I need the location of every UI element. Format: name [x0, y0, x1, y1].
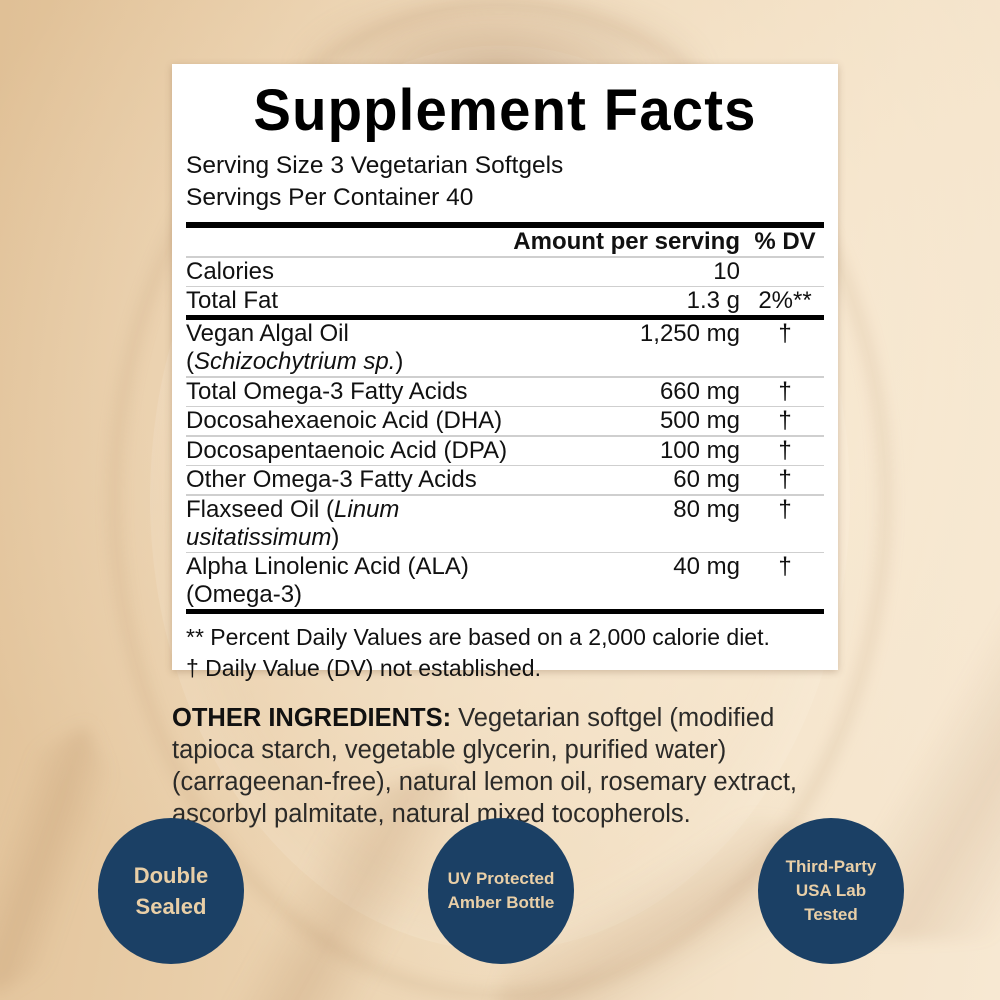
row-amount: 10 [713, 257, 740, 285]
row-name: Total Omega-3 Fatty Acids [186, 377, 468, 405]
badge-line: Amber Bottle [447, 893, 555, 912]
row-name: Calories [186, 257, 275, 285]
row-name: Docosapentaenoic Acid (DPA) [186, 436, 508, 464]
row-name: Vegan Algal Oil (Schizochytrium sp.) [186, 320, 404, 376]
table-rule-thin [186, 464, 824, 467]
row-amount: 1.3 g [686, 287, 740, 315]
row-dv: † [778, 553, 792, 581]
row-amount: 500 mg [659, 407, 740, 435]
row-name: Docosahexaenoic Acid (DHA) [186, 407, 503, 435]
table-row: Alpha Linolenic Acid (ALA) (Omega-3) 40 m… [186, 553, 824, 609]
footnote-dv-basis: ** Percent Daily Values are based on a 2… [186, 624, 770, 651]
row-amount: 40 mg [673, 553, 740, 581]
badge-line: Tested [804, 905, 858, 925]
footnotes: ** Percent Daily Values are based on a 2… [186, 614, 824, 683]
row-amount: 100 mg [659, 436, 740, 464]
table-rule-thick [186, 609, 824, 615]
table-rule-thick [186, 315, 824, 321]
row-dv: † [778, 407, 792, 435]
table-row: Docosahexaenoic Acid (DHA) 500 mg † [186, 407, 824, 435]
row-name: Alpha Linolenic Acid (ALA) (Omega-3) [186, 553, 469, 609]
table-rule-thin [186, 494, 824, 496]
supplement-facts-panel: Supplement Facts Serving Size 3 Vegetari… [172, 64, 838, 681]
table-rule-thin [186, 256, 824, 258]
header-percent-dv: % DV [754, 228, 816, 256]
table-row: Total Fat 1.3 g 2%** [186, 287, 824, 315]
table-rule-thin [186, 376, 824, 378]
header-amount-per-serving: Amount per serving [513, 228, 740, 256]
row-dv: † [778, 436, 792, 464]
table-row: Calories 10 [186, 258, 824, 286]
header-spacer [186, 228, 513, 256]
badge-uv-protected: UV Protected Amber Bottle [428, 818, 574, 964]
other-ingredients-label: OTHER INGREDIENTS: [172, 703, 452, 732]
row-amount: 60 mg [673, 466, 740, 494]
table-row: Flaxseed Oil (Linum usitatissimum) 80 mg † [186, 496, 824, 552]
footnote-dv-not-established: † Daily Value (DV) not established. [186, 654, 541, 681]
row-dv: 2%** [758, 287, 812, 315]
row-dv: † [778, 466, 792, 494]
table-rule-thin [186, 405, 824, 408]
badge-third-party-lab: Third-Party USA Lab Tested [758, 818, 904, 964]
table-rule-thin [186, 435, 824, 437]
badge-line: UV Protected [447, 868, 555, 888]
nutrition-table: Amount per serving% DV Calories 10 Total Fa… [186, 228, 824, 615]
table-row: Docosapentaenoic Acid (DPA) 100 mg † [186, 437, 824, 465]
other-ingredients: OTHER INGREDIENTS: Vegetarian softgel (m… [172, 702, 848, 831]
table-rule-thin [186, 551, 824, 554]
table-header-row: Amount per serving % DV [186, 228, 824, 256]
badge-line: Sealed [135, 894, 207, 919]
row-name: Total Fat [186, 287, 279, 315]
panel-title: Supplement Facts [253, 78, 757, 143]
row-dv [746, 258, 824, 286]
serving-info: Serving Size 3 Vegetarian Softgels Servi… [186, 150, 824, 213]
row-amount: 660 mg [659, 377, 740, 405]
serving-size: Serving Size 3 Vegetarian Softgels [186, 152, 564, 179]
table-rule-thin [186, 285, 824, 288]
table-row: Total Omega-3 Fatty Acids 660 mg † [186, 378, 824, 406]
badge-line: USA Lab [795, 880, 867, 900]
badge-double-sealed: Double Sealed [98, 818, 244, 964]
background-oval-outline [109, 0, 891, 1000]
servings-per-container: Servings Per Container 40 [186, 183, 474, 211]
row-amount: 1,250 mg [639, 320, 740, 348]
row-name: Other Omega-3 Fatty Acids [186, 466, 477, 494]
row-dv: † [778, 320, 792, 348]
row-dv: † [778, 495, 792, 523]
badge-line: Double [133, 862, 209, 888]
other-ingredients-text: Vegetarian softgel (modified tapioca sta… [172, 703, 798, 828]
badge-line: Third-Party [785, 856, 877, 876]
row-dv: † [778, 377, 792, 405]
table-row: Vegan Algal Oil (Schizochytrium sp.) 1,25… [186, 320, 824, 376]
table-row: Other Omega-3 Fatty Acids 60 mg † [186, 466, 824, 494]
row-name: Flaxseed Oil (Linum usitatissimum) [186, 495, 400, 551]
row-amount: 80 mg [673, 495, 740, 523]
rule-under-serving-info [186, 222, 824, 229]
